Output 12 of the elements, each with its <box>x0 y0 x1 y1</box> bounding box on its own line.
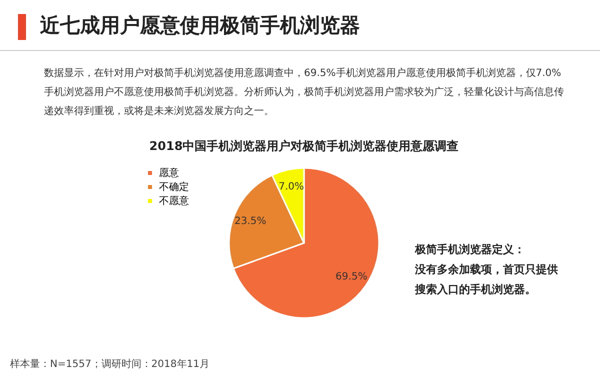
text: 样本量：N=1557；调研时间：2018年11月 <box>10 358 210 371</box>
data-label: 23.5% <box>234 216 266 227</box>
legend-label: 不确定 <box>159 181 189 193</box>
chart-title: 2018中国手机浏览器用户对极简手机浏览器使用意愿调查 <box>149 139 459 153</box>
legend-label: 不愿意 <box>159 195 189 207</box>
text: 极简手机浏览器定义： <box>415 242 525 258</box>
text: 没有多余加载项，首页只提供搜索入口的手机浏览器。 <box>415 262 559 298</box>
data-label: 69.5% <box>336 271 368 282</box>
legend-label: 愿意 <box>159 167 179 179</box>
text: 数据显示，在针对用户对极简手机浏览器使用意愿调查中，69.5%手机浏览器用户愿意使用极简手机浏览器，仅7.0%手机浏览器用户不愿意使用极简手机浏览器。分析师认为，极简手机浏览器用户需求较为广泛，轻量化设计与高信息传递效率得到重视，或将是未来浏览器发展方向之一。 <box>44 66 564 119</box>
chart-subtitle: 近七成用户愿意使用极简手机浏览器 <box>40 12 360 39</box>
pie-slice <box>232 167 380 319</box>
